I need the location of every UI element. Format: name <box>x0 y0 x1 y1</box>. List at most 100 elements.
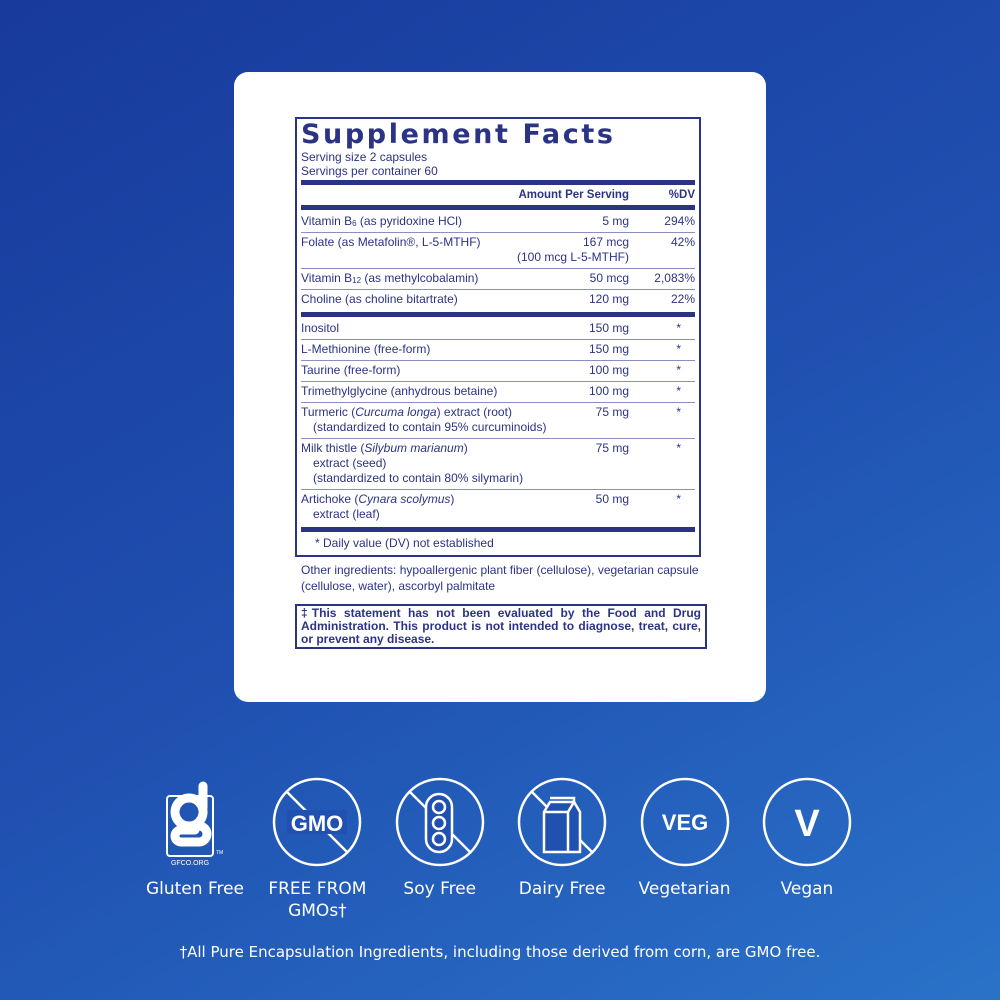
badge-vegetarian: VEG Vegetarian <box>626 776 744 922</box>
divider <box>301 180 695 185</box>
badge-label: Dairy Free <box>518 879 606 899</box>
amount-detail: (100 mcg L-5-MTHF) <box>516 250 629 264</box>
amount-value: 167 mcg <box>582 235 629 249</box>
daily-value: 42% <box>670 235 695 249</box>
badge-dairy-free: Dairy Free <box>503 776 621 922</box>
nutrient-name-line: Folate (as Metafolin®, L-5-MTHF) <box>301 235 511 250</box>
nutrient-label: Folate (as Metafolin®, L-5-MTHF) <box>301 235 481 249</box>
nutrient-name: Folate (as Metafolin®, L-5-MTHF) <box>301 235 511 265</box>
amount: 75 mg <box>511 441 629 486</box>
nutrient-row: Vitamin B6 (as pyridoxine HCl) 5 mg 294% <box>301 212 695 233</box>
amount: 150 mg <box>511 342 629 357</box>
nutrient-name-line: L-Methionine (free-form) <box>301 342 511 357</box>
no-gmo-icon: GMO <box>273 777 362 867</box>
badge-label: Soy Free <box>403 879 477 899</box>
amount-value: 120 mg <box>588 292 629 306</box>
daily-value: * <box>676 321 681 335</box>
subscript: 6 <box>352 219 357 228</box>
amount-value: 50 mg <box>595 492 629 506</box>
daily-value: * <box>676 492 681 506</box>
nutrient-name: Artichoke (Cynara scolymus) extract (leaf… <box>301 492 511 522</box>
nutrient-name-line: Milk thistle (Silybum marianum) <box>301 441 511 456</box>
latin-name: Silybum marianum <box>364 441 464 455</box>
nutrient-label-rest: ) <box>463 441 468 455</box>
badge-label: Vegetarian <box>638 879 731 899</box>
nutrient-label-rest: (as pyridoxine HCl) <box>356 214 462 228</box>
gfco-text: GFCO.ORG <box>171 860 209 867</box>
divider <box>301 527 695 532</box>
no-soy-icon <box>395 777 485 867</box>
nutrient-row: Trimethylglycine (anhydrous betaine) 100 … <box>301 382 695 403</box>
nutrient-name: Vitamin B12 (as methylcobalamin) <box>301 271 511 286</box>
daily-value: 2,083% <box>654 271 695 285</box>
daily-value: * <box>676 342 681 356</box>
vegetarian-icon: VEG <box>640 777 729 867</box>
nutrient-row: Artichoke (Cynara scolymus) extract (leaf… <box>301 490 695 525</box>
nutrient-name: Turmeric (Curcuma longa) extract (root)(… <box>301 405 547 435</box>
dv-header: %DV <box>668 189 695 201</box>
nutrient-label-rest: ) <box>450 492 455 506</box>
badge-gluten-free: GFCO.ORG TM Gluten Free <box>136 776 254 922</box>
gmo-footnote: †All Pure Encapsulation Ingredients, inc… <box>179 943 821 961</box>
badge-label: Gluten Free <box>145 879 245 899</box>
nutrient-row: Vitamin B12 (as methylcobalamin) 50 mcg 2,… <box>301 269 695 290</box>
daily-value: * <box>676 441 681 455</box>
amount-value: 5 mg <box>602 214 629 228</box>
nutrient-label: Artichoke ( <box>301 492 359 506</box>
amount-value: 50 mcg <box>589 271 629 285</box>
amount: 50 mg <box>511 492 629 522</box>
supplement-facts-card: Supplement Facts Serving size 2 capsules… <box>234 72 766 702</box>
amount: 75 mg <box>511 405 629 435</box>
nutrient-name-line: Trimethylglycine (anhydrous betaine) <box>301 384 511 399</box>
footnote: * Daily value (DV) not established <box>315 536 494 550</box>
badge-label: FREE FROM GMOs† <box>268 879 367 921</box>
other-ingredients: Other ingredients: hypoallergenic plant … <box>301 563 699 593</box>
nutrient-row: Taurine (free-form) 100 mg * <box>301 361 695 382</box>
latin-name: Cynara scolymus <box>358 492 451 506</box>
nutrient-name: Vitamin B6 (as pyridoxine HCl) <box>301 214 511 229</box>
nutrient-label: Turmeric ( <box>301 405 356 419</box>
amount: 5 mg <box>511 214 629 229</box>
badge-label: Vegan <box>780 879 834 899</box>
subscript: 12 <box>352 276 362 285</box>
nutrient-name-line: Vitamin B6 (as pyridoxine HCl) <box>301 214 511 229</box>
nutrient-row: Folate (as Metafolin®, L-5-MTHF) 167 mcg(… <box>301 233 695 269</box>
nutrient-name-line: Inositol <box>301 321 511 336</box>
divider <box>301 205 695 210</box>
v-text: V <box>794 803 820 845</box>
nutrient-label: Vitamin B <box>301 214 353 228</box>
amount-value: 150 mg <box>588 321 629 335</box>
veg-text: VEG <box>661 810 707 835</box>
nutrient-name: Trimethylglycine (anhydrous betaine) <box>301 384 511 399</box>
panel-title: Supplement Facts <box>301 119 616 150</box>
supplement-facts-panel: Supplement Facts Serving size 2 capsules… <box>295 117 701 557</box>
daily-value: * <box>676 363 681 377</box>
nutrient-name: Choline (as choline bitartrate) <box>301 292 511 307</box>
nutrient-row: Inositol 150 mg * <box>301 319 695 340</box>
nutrient-label: Choline (as choline bitartrate) <box>301 292 458 306</box>
daily-value: 294% <box>664 214 695 228</box>
badge-soy-free: Soy Free <box>381 776 499 922</box>
nutrient-label-rest: ) extract (root) <box>436 405 512 419</box>
nutrient-name-line: Choline (as choline bitartrate) <box>301 292 511 307</box>
amount-value: 150 mg <box>588 342 629 356</box>
badge-row: GFCO.ORG TM Gluten Free GMO FREE FROM GMO… <box>136 776 866 922</box>
nutrient-name: L-Methionine (free-form) <box>301 342 511 357</box>
nutrient-row: Choline (as choline bitartrate) 120 mg 22% <box>301 290 695 310</box>
nutrient-detail: (standardized to contain 80% silymarin) <box>313 471 524 485</box>
svg-text:TM: TM <box>216 850 223 856</box>
nutrient-label: L-Methionine (free-form) <box>301 342 431 356</box>
latin-name: Curcuma longa <box>355 405 437 419</box>
amount: 100 mg <box>511 363 629 378</box>
nutrient-row: Turmeric (Curcuma longa) extract (root)(… <box>301 403 695 439</box>
nutrient-name: Taurine (free-form) <box>301 363 511 378</box>
amount-value: 75 mg <box>595 441 629 455</box>
daily-value: * <box>676 384 681 398</box>
nutrient-label: Taurine (free-form) <box>301 363 401 377</box>
nutrient-detail: (standardized to contain 95% curcuminoid… <box>313 420 547 434</box>
vegan-icon: V <box>762 777 852 867</box>
amount: 50 mcg <box>511 271 629 286</box>
nutrient-detail: extract (seed) <box>313 456 387 470</box>
nutrient-label: Trimethylglycine (anhydrous betaine) <box>301 384 498 398</box>
nutrient-row: Milk thistle (Silybum marianum) extract (… <box>301 439 695 490</box>
